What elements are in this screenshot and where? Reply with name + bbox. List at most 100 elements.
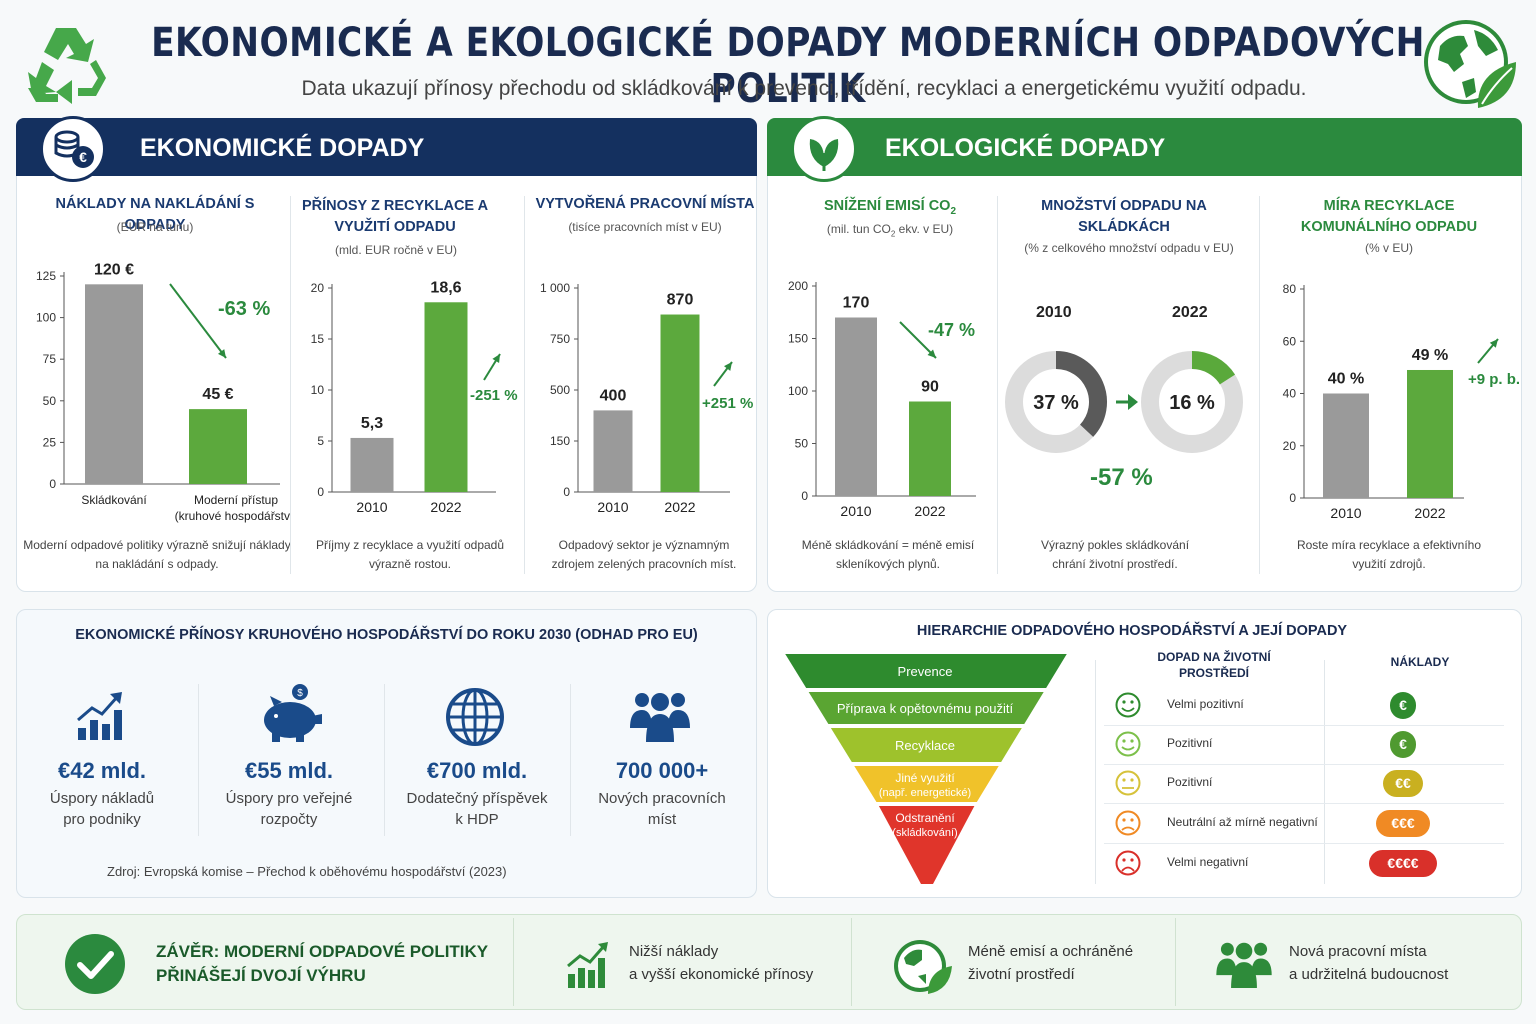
- conclusion-item: Méně emisí a ochráněné životní prostředí: [968, 943, 1134, 983]
- data-label: 45 €: [202, 386, 233, 403]
- recycling-rate-chart-title: MÍRA RECYKLACE KOMUNÁLNÍHO ODPADU: [1300, 198, 1478, 235]
- ecological-band: EKOLOGICKÉ DOPADY: [767, 118, 1522, 176]
- x-tick-label: 2010: [1330, 505, 1361, 521]
- impact-label: Velmi pozitivní: [1167, 697, 1244, 711]
- recycling-chart-title: PŘÍNOSY Z RECYKLACE A VYUŽITÍ ODPADU: [301, 198, 489, 235]
- impact-label: Pozitivní: [1167, 775, 1213, 789]
- smiley-face-icon: [1115, 810, 1141, 836]
- bar: [593, 410, 633, 492]
- costs-chart-caption: Moderní odpadové politiky výrazně snižuj…: [23, 538, 291, 571]
- conclusion-item: Nová pracovní místa a udržitelná budoucno…: [1289, 943, 1449, 983]
- people-icon: [1216, 942, 1272, 988]
- landfill-change: -57 %: [1090, 464, 1153, 491]
- pyramid-level-label: Recyklace: [895, 738, 955, 753]
- bar: [909, 401, 951, 496]
- trend-arrow: [899, 321, 937, 359]
- ecological-impacts-panel: [767, 118, 1522, 592]
- impact-label: Neutrální až mírně negativní: [1167, 815, 1318, 829]
- benefit-item: 700 000+ Nových pracovních míst: [584, 758, 740, 830]
- bar: [660, 314, 700, 492]
- bar: [85, 284, 143, 484]
- benefit-item: €42 mld. Úspory nákladů pro podniky: [30, 758, 174, 830]
- donut-slice: [1191, 351, 1236, 385]
- donut-value-label: 37 %: [1033, 392, 1079, 414]
- page-subtitle: Data ukazují přínosy přechodu od skládko…: [301, 77, 1307, 100]
- hierarchy-impact-header: DOPAD NA ŽIVOTNÍ PROSTŘEDÍ: [1157, 650, 1271, 680]
- x-tick-label: 2010: [356, 499, 387, 515]
- data-label: 90: [921, 379, 939, 396]
- x-tick-label: 2022: [430, 499, 461, 515]
- smiley-face-icon: [1115, 770, 1141, 796]
- change-label: -251 %: [470, 387, 518, 404]
- trend-arrow-head: [1489, 339, 1498, 348]
- emissions-chart-title: SNÍŽENÍ EMISÍ CO2: [823, 198, 957, 217]
- cost-badge: €: [1390, 692, 1416, 719]
- change-label: -47 %: [928, 320, 975, 340]
- recycling-rate-chart-unit: (% v EU): [1365, 241, 1413, 255]
- trend-arrow: [169, 283, 227, 359]
- trend-arrow-head: [492, 354, 500, 363]
- bar: [1407, 369, 1453, 498]
- landfill-chart-unit: (% z celkového množství odpadu v EU): [1024, 241, 1234, 255]
- x-tick-label: (kruhové hospodářství): [175, 509, 290, 523]
- costs-bar-chart: 0 25 50 75 100 125 120 € Skládkování 45 € Moderní…: [36, 261, 290, 523]
- waste-hierarchy-pyramid: Prevence Příprava k opětovnému použití Rec…: [785, 654, 1067, 884]
- benefit-item: €700 mld. Dodatečný příspěvek k HDP: [396, 758, 558, 830]
- pyramid-level-label: Příprava k opětovnému použití: [837, 701, 1014, 716]
- svg-text:€: €: [79, 149, 87, 165]
- cost-badge: €€€€: [1369, 850, 1437, 877]
- recycling-chart-caption: Příjmy z recyklace a využití odpadů výra…: [315, 538, 505, 571]
- landfill-year-2022: 2022: [1172, 304, 1208, 321]
- economic-band: EKONOMICKÉ DOPADY: [16, 118, 757, 176]
- emissions-bar-chart: 0 50 100 150 200 170 2010 90 2022 -47 %: [788, 279, 976, 519]
- checkmark-icon: [65, 934, 125, 994]
- svg-text:$: $: [297, 688, 303, 699]
- pyramid-level-label: Odstranění: [895, 811, 955, 825]
- y-tick-label: 500: [550, 383, 570, 397]
- smiley-face-icon: [1115, 692, 1141, 718]
- y-tick-label: 125: [36, 269, 56, 283]
- page-title: EKONOMICKÉ A EKOLOGICKÉ DOPADY MODERNÍCH…: [151, 20, 1425, 112]
- recycling-rate-chart-caption: Roste míra recyklace a efektivního využi…: [1296, 538, 1482, 571]
- y-tick-label: 5: [317, 434, 324, 448]
- benefit-value: 700 000+: [615, 758, 709, 783]
- y-tick-label: 0: [801, 489, 808, 503]
- pyramid-level: [830, 728, 1022, 762]
- x-tick-label: Skládkování: [81, 493, 147, 507]
- bar: [189, 409, 247, 484]
- data-label: 400: [600, 387, 627, 404]
- pyramid-level-sublabel: (např. energetické): [879, 787, 971, 799]
- impact-label: Pozitivní: [1167, 736, 1213, 750]
- data-label: 40 %: [1328, 371, 1364, 388]
- landfill-chart-title: MNOŽSTVÍ ODPADU NA SKLÁDKÁCH: [1041, 198, 1207, 235]
- smiley-face-icon: [1115, 731, 1141, 757]
- data-label: 170: [843, 295, 870, 312]
- recycling-rate-bar-chart: 0 20 40 60 80 40 % 2010 49 % 2022 +9 p. b.: [1283, 282, 1520, 521]
- change-label: +9 p. b.: [1468, 371, 1520, 388]
- data-label: 5,3: [361, 415, 383, 432]
- emissions-chart-unit: (mil. tun CO2 ekv. v EU): [826, 222, 954, 239]
- y-tick-label: 150: [550, 434, 570, 448]
- benefit-label: Úspory pro veřejné rozpočty: [225, 790, 353, 828]
- pyramid-level: [878, 806, 975, 884]
- benefit-label: Dodatečný příspěvek k HDP: [406, 790, 548, 828]
- cost-badge: €€€: [1376, 810, 1430, 837]
- benefit-label: Nových pracovních míst: [598, 790, 726, 828]
- benefit-label: Úspory nákladů pro podniky: [49, 790, 155, 828]
- change-label: -63 %: [218, 298, 270, 320]
- trend-arrow-head: [217, 349, 226, 358]
- y-tick-label: 0: [317, 485, 324, 499]
- hierarchy-costs-header: NÁKLADY: [1390, 655, 1450, 669]
- conclusion-title: ZÁVĚR: MODERNÍ ODPADOVÉ POLITIKY PŘINÁŠEJ…: [156, 942, 489, 985]
- y-tick-label: 0: [563, 485, 570, 499]
- y-tick-label: 0: [1289, 491, 1296, 505]
- trend-arrow-head: [724, 362, 732, 371]
- benefit-value: €700 mld.: [426, 758, 528, 783]
- smiley-face-icon: [1115, 850, 1141, 876]
- recycling-bar-chart: 0 5 10 15 20 5,3 2010 18,6 2022 -251 %: [311, 279, 518, 515]
- y-tick-label: 100: [36, 311, 56, 325]
- globe-leaf-logo-icon: [1424, 20, 1516, 108]
- growth-chart-icon: [77, 692, 122, 740]
- landfill-donut-chart: 37 % 16 %: [1005, 351, 1243, 453]
- y-tick-label: 200: [788, 279, 808, 293]
